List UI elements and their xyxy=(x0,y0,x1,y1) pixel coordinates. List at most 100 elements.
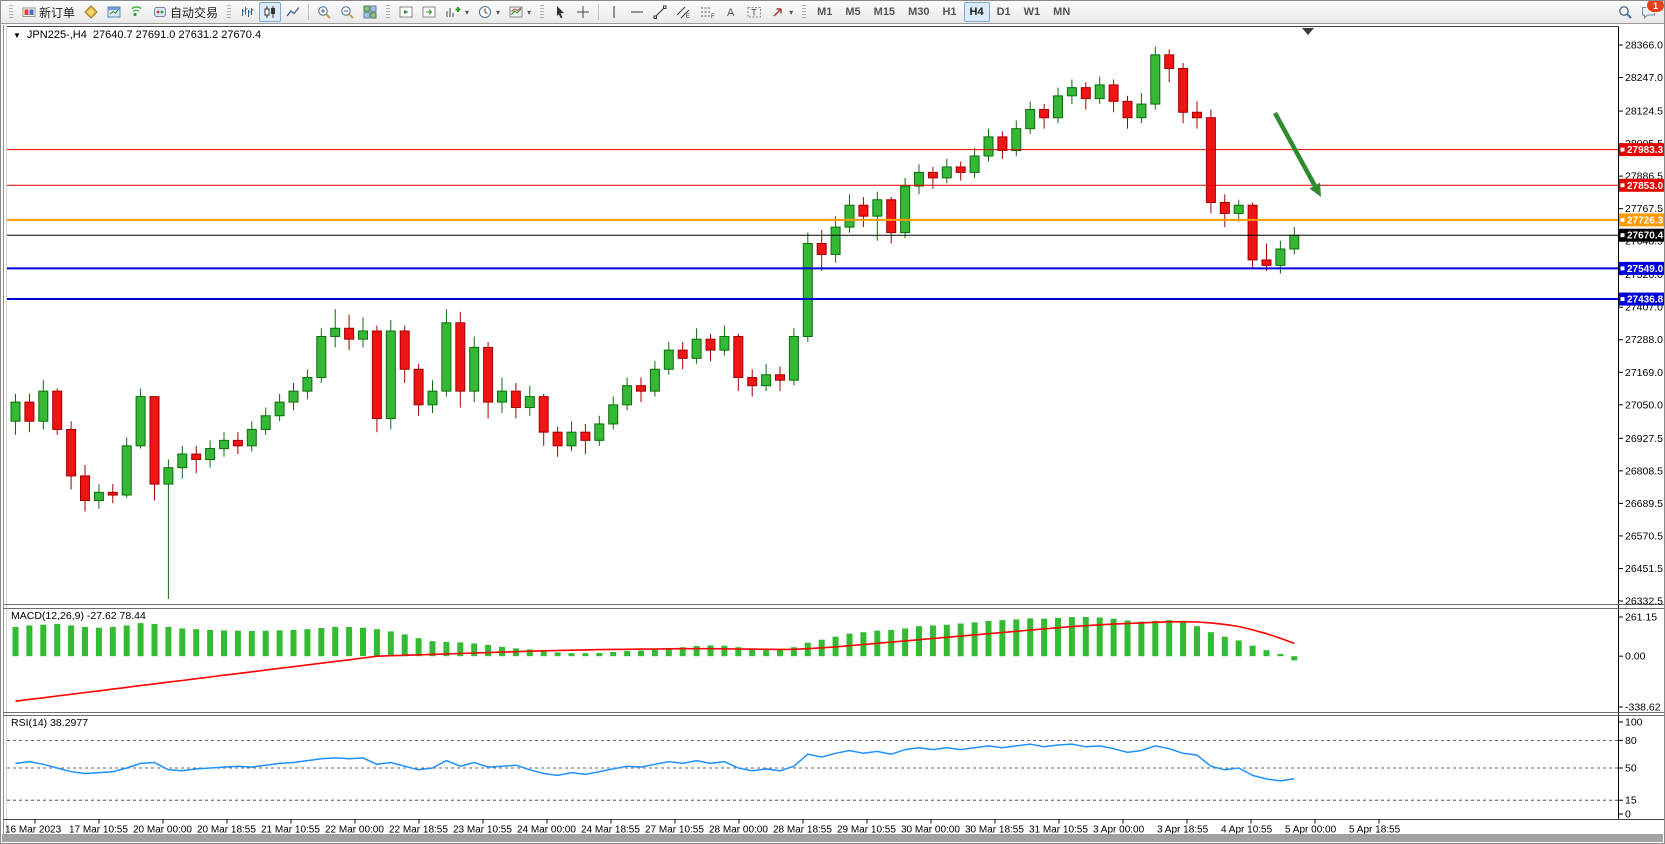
zoom-out-button[interactable] xyxy=(336,2,358,22)
cursor-button[interactable] xyxy=(549,2,571,22)
time-axis-label: 20 Mar 18:55 xyxy=(197,825,256,836)
candle xyxy=(1066,87,1077,97)
toolbar-separator xyxy=(308,4,310,20)
collapse-caret-icon[interactable]: ▼ xyxy=(13,30,21,40)
price-tick-label: 28247.0 xyxy=(1625,72,1663,84)
candle xyxy=(66,428,77,477)
tile-windows-button[interactable] xyxy=(359,2,381,22)
horizontal-line-button[interactable] xyxy=(626,2,648,22)
chevron-down-icon: ▾ xyxy=(789,7,794,17)
candle xyxy=(163,467,174,485)
timeframe-h1-button[interactable]: H1 xyxy=(936,2,962,22)
new-chart-button[interactable] xyxy=(395,2,417,22)
time-axis-label: 24 Mar 00:00 xyxy=(517,825,576,836)
toolbar-grip[interactable] xyxy=(802,5,807,19)
candle-chart-button[interactable] xyxy=(259,2,282,22)
candle xyxy=(719,335,730,351)
candle xyxy=(1192,111,1202,119)
timeframe-d1-button[interactable]: D1 xyxy=(991,2,1017,22)
price-tick-label: 26451.5 xyxy=(1625,563,1663,575)
candle xyxy=(1233,204,1244,214)
bottom-status-strip xyxy=(2,834,1663,842)
new-order-button[interactable]: 新订单 xyxy=(18,2,79,22)
periods-button[interactable]: ▾ xyxy=(474,2,504,22)
price-level-badge xyxy=(1619,143,1664,157)
time-axis-label: 30 Mar 18:55 xyxy=(965,825,1024,836)
crosshair-button[interactable] xyxy=(572,2,594,22)
indicators-button[interactable]: ▾ xyxy=(441,2,473,22)
candle xyxy=(886,199,897,234)
candle xyxy=(663,349,674,370)
candle xyxy=(191,453,202,461)
text-button[interactable]: A xyxy=(720,2,742,22)
trend-arrow-annotation[interactable] xyxy=(1273,111,1317,187)
time-axis-label: 16 Mar 2023 xyxy=(5,825,62,836)
candle xyxy=(705,338,716,351)
arrows-button[interactable]: ▾ xyxy=(767,2,797,22)
candle xyxy=(38,390,49,422)
time-axis-label: 20 Mar 00:00 xyxy=(133,825,192,836)
candle xyxy=(1053,95,1063,119)
timeframe-m30-button[interactable]: M30 xyxy=(902,2,935,22)
signals-icon xyxy=(131,6,142,17)
candle xyxy=(747,376,758,387)
candle xyxy=(524,396,535,409)
candle xyxy=(232,439,243,447)
trend-arrow-head-icon[interactable] xyxy=(1309,182,1321,197)
chart-shift-marker-icon[interactable] xyxy=(1302,28,1314,35)
profiles-button[interactable] xyxy=(80,2,102,22)
candle xyxy=(455,322,466,392)
timeframe-m15-button[interactable]: M15 xyxy=(868,2,901,22)
svg-text:A: A xyxy=(727,7,735,19)
macd-tick-label: 261.15 xyxy=(1625,612,1657,624)
bar-chart-button[interactable] xyxy=(236,2,258,22)
label-button[interactable]: T xyxy=(743,2,766,22)
zoom-in-button[interactable] xyxy=(313,2,335,22)
timeframe-m1-button[interactable]: M1 xyxy=(811,2,838,22)
fibonacci-button[interactable]: F xyxy=(696,2,719,22)
arrows-icon xyxy=(773,8,782,17)
price-tick-label: 27169.0 xyxy=(1625,367,1663,379)
toolbar-grip[interactable] xyxy=(9,5,13,19)
candle xyxy=(1261,259,1272,266)
toolbar-grip[interactable] xyxy=(227,5,232,19)
signals-button[interactable] xyxy=(126,2,148,22)
new-chart-icon xyxy=(399,6,413,18)
candle xyxy=(1080,87,1091,100)
templates-button[interactable]: ▾ xyxy=(505,2,535,22)
rsi-tick-label: 15 xyxy=(1625,795,1637,807)
line-chart-button[interactable] xyxy=(282,2,304,22)
timeframe-w1-button[interactable]: W1 xyxy=(1018,2,1047,22)
toolbar-grip[interactable] xyxy=(386,5,391,19)
trendline-button[interactable] xyxy=(649,2,671,22)
rsi-tick-label: 0 xyxy=(1625,809,1631,821)
timeframe-mn-button[interactable]: MN xyxy=(1047,2,1076,22)
timeframe-m5-button[interactable]: M5 xyxy=(839,2,866,22)
candle xyxy=(538,396,549,433)
candle xyxy=(121,445,132,496)
notification-badge[interactable]: 1 xyxy=(1646,1,1664,13)
channel-button[interactable]: E xyxy=(672,2,695,22)
time-axis-label: 31 Mar 10:55 xyxy=(1029,825,1088,836)
time-axis-label: 29 Mar 10:55 xyxy=(837,825,896,836)
candle xyxy=(900,185,911,234)
candle xyxy=(80,475,90,502)
time-axis-label: 5 Apr 00:00 xyxy=(1285,825,1337,836)
candle xyxy=(691,338,702,359)
market-watch-button[interactable] xyxy=(103,2,125,22)
chart-shift-button[interactable] xyxy=(418,2,440,22)
candle xyxy=(761,374,772,387)
rsi-tick-label: 80 xyxy=(1625,735,1637,747)
time-axis-label: 28 Mar 18:55 xyxy=(773,825,832,836)
auto-trading-button[interactable]: 自动交易 xyxy=(149,2,222,22)
timeframe-h4-button[interactable]: H4 xyxy=(963,2,990,22)
time-axis-label: 30 Mar 00:00 xyxy=(901,825,960,836)
candle xyxy=(344,327,355,340)
toolbar-grip[interactable] xyxy=(540,5,545,19)
horizontal-line-icon xyxy=(631,11,644,13)
search-button[interactable] xyxy=(1614,2,1636,22)
time-axis-label: 23 Mar 10:55 xyxy=(453,825,512,836)
vertical-line-button[interactable] xyxy=(603,2,625,22)
time-axis-label: 28 Mar 00:00 xyxy=(709,825,768,836)
